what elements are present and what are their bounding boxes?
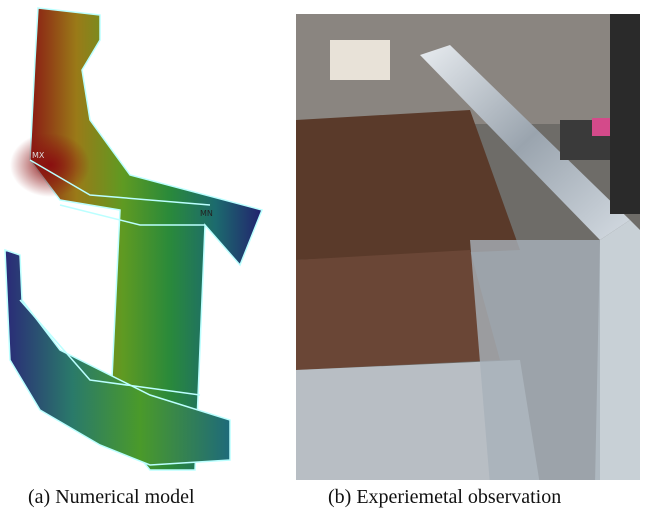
caption: (b) Experiemetal observation	[328, 486, 561, 509]
min-label: MN	[200, 209, 213, 218]
max-label: MX	[32, 151, 45, 160]
experiment-photo	[296, 14, 640, 480]
caption: (a) Numerical model	[28, 486, 195, 509]
numerical-model: MX MN	[5, 8, 262, 470]
figure: MX MN (a) Numerical model (b) Experiemet…	[0, 0, 645, 521]
figure-images: MX MN	[0, 0, 645, 480]
